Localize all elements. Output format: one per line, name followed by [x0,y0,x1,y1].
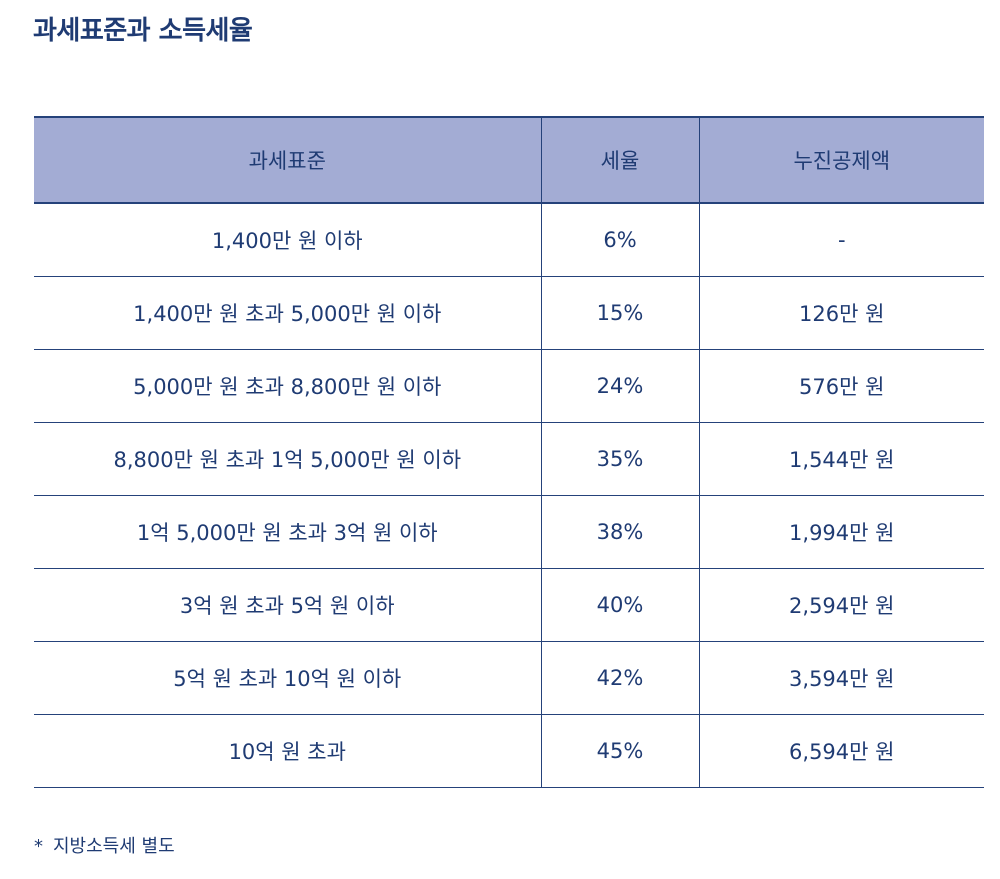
deduction-cell: 1,544만 원 [698,422,984,496]
header-tax-base: 과세표준 [34,116,541,204]
table-header-row: 과세표준 세율 누진공제액 [34,116,984,204]
deduction-cell: 6,594만 원 [698,714,984,788]
tax-rate-cell: 15% [540,276,699,350]
tax-base-cell: 1,400만 원 초과 5,000만 원 이하 [34,276,541,350]
deduction-cell: 1,994만 원 [698,495,984,569]
deduction-cell: 2,594만 원 [698,568,984,642]
table-row: 10억 원 초과 45% 6,594만 원 [34,714,984,788]
table-row: 1억 5,000만 원 초과 3억 원 이하 38% 1,994만 원 [34,495,984,569]
footnote-text: 지방소득세 별도 [53,836,175,857]
footnote: * 지방소득세 별도 [34,832,175,858]
tax-rate-cell: 24% [540,349,699,423]
deduction-cell: 3,594만 원 [698,641,984,715]
table-row: 1,400만 원 초과 5,000만 원 이하 15% 126만 원 [34,276,984,350]
tax-rate-cell: 35% [540,422,699,496]
tax-base-cell: 8,800만 원 초과 1억 5,000만 원 이하 [34,422,541,496]
table-row: 5,000만 원 초과 8,800만 원 이하 24% 576만 원 [34,349,984,423]
tax-rate-cell: 6% [540,203,699,277]
deduction-cell: - [698,203,984,277]
tax-rate-cell: 38% [540,495,699,569]
table-row: 5억 원 초과 10억 원 이하 42% 3,594만 원 [34,641,984,715]
tax-base-cell: 5,000만 원 초과 8,800만 원 이하 [34,349,541,423]
header-tax-rate: 세율 [540,116,699,204]
deduction-cell: 126만 원 [698,276,984,350]
tax-rate-cell: 45% [540,714,699,788]
footnote-asterisk: * [34,836,43,857]
tax-base-cell: 3억 원 초과 5억 원 이하 [34,568,541,642]
tax-base-cell: 10억 원 초과 [34,714,541,788]
tax-rate-cell: 40% [540,568,699,642]
tax-rate-cell: 42% [540,641,699,715]
tax-base-cell: 1억 5,000만 원 초과 3억 원 이하 [34,495,541,569]
table-row: 3억 원 초과 5억 원 이하 40% 2,594만 원 [34,568,984,642]
tax-rate-table: 과세표준 세율 누진공제액 1,400만 원 이하 6% - 1,400만 원 … [34,116,984,788]
table-row: 1,400만 원 이하 6% - [34,203,984,277]
deduction-cell: 576만 원 [698,349,984,423]
tax-base-cell: 5억 원 초과 10억 원 이하 [34,641,541,715]
tax-base-cell: 1,400만 원 이하 [34,203,541,277]
table-row: 8,800만 원 초과 1억 5,000만 원 이하 35% 1,544만 원 [34,422,984,496]
page-title: 과세표준과 소득세율 [33,16,253,46]
header-progressive-deduction: 누진공제액 [698,116,984,204]
